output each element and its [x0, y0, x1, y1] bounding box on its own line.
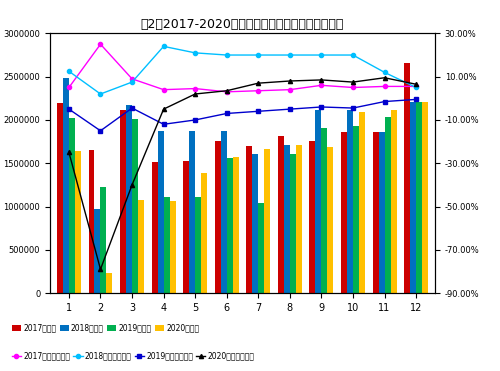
Bar [75, 151, 81, 293]
Bar [195, 197, 201, 293]
Bar [322, 128, 328, 293]
Bar [384, 117, 390, 293]
Bar [170, 201, 175, 293]
Bar [264, 148, 270, 293]
Bar [152, 161, 158, 293]
Bar [328, 147, 334, 293]
Bar [226, 158, 232, 293]
Bar [341, 132, 347, 293]
Bar [189, 131, 195, 293]
Bar [126, 105, 132, 293]
Bar [310, 141, 316, 293]
Bar [284, 145, 290, 293]
Bar [359, 112, 365, 293]
Bar [390, 111, 396, 293]
Bar [347, 111, 353, 293]
Bar [290, 154, 296, 293]
Bar [120, 109, 126, 293]
Bar [422, 102, 428, 293]
Bar [316, 111, 322, 293]
Bar [278, 137, 284, 293]
Bar [252, 154, 258, 293]
Bar [138, 200, 144, 293]
Bar [220, 131, 226, 293]
Bar [106, 273, 112, 293]
Bar [246, 146, 252, 293]
Bar [410, 102, 416, 293]
Bar [88, 150, 94, 293]
Legend: 2017年销量, 2018年销量, 2019年销量, 2020年销量: 2017年销量, 2018年销量, 2019年销量, 2020年销量 [9, 321, 202, 336]
Bar [258, 203, 264, 293]
Bar [158, 131, 164, 293]
Bar [63, 78, 69, 293]
Bar [372, 132, 378, 293]
Bar [353, 126, 359, 293]
Bar [232, 157, 238, 293]
Bar [132, 119, 138, 293]
Bar [57, 103, 63, 293]
Bar [100, 187, 106, 293]
Bar [296, 145, 302, 293]
Bar [378, 132, 384, 293]
Bar [183, 161, 189, 293]
Legend: 2017年同比增长率, 2018年同比增长率, 2019年同比增长率, 2020年同比增长率: 2017年同比增长率, 2018年同比增长率, 2019年同比增长率, 2020… [9, 348, 258, 364]
Bar [164, 197, 170, 293]
Bar [94, 209, 100, 293]
Bar [416, 102, 422, 293]
Bar [404, 63, 410, 293]
Bar [69, 118, 75, 293]
Bar [214, 141, 220, 293]
Bar [201, 173, 207, 293]
Title: 图2：2017-2020年月度乘用车销量及同比变化情况: 图2：2017-2020年月度乘用车销量及同比变化情况 [141, 18, 344, 31]
